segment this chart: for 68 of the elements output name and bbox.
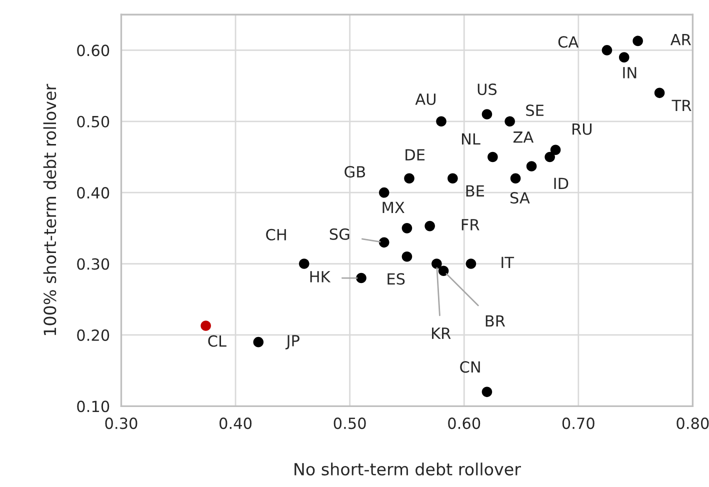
annotation: GB <box>344 166 366 178</box>
y-tick-label: 0.10 <box>77 400 110 412</box>
point <box>378 187 390 198</box>
point <box>482 109 492 120</box>
y-tick-label: 0.30 <box>77 258 110 270</box>
annotation: BR <box>486 315 506 326</box>
point <box>253 336 264 348</box>
x-tick-label: 0.50 <box>334 418 366 430</box>
annotation: CH <box>266 228 286 240</box>
y-tick-label: 0.60 <box>77 44 110 56</box>
point <box>436 116 446 127</box>
annotation: CL <box>208 335 226 347</box>
annotation: SE <box>526 104 544 116</box>
point <box>402 223 412 234</box>
point <box>618 52 630 62</box>
x-tick-label: 0.80 <box>676 418 709 430</box>
annotation: SG <box>330 228 350 240</box>
annotation: IT <box>502 256 514 268</box>
point <box>504 116 515 127</box>
annotation: ID <box>554 178 568 189</box>
point <box>466 258 476 269</box>
x-axis-title: No short-term debt rollover <box>294 462 521 476</box>
point <box>654 88 665 98</box>
x-tick-label: 0.30 <box>105 418 138 430</box>
annotation: RU <box>572 124 592 135</box>
y-tick-label: 0.20 <box>77 329 110 341</box>
annotation: DE <box>406 149 425 160</box>
annotation: KR <box>432 328 451 339</box>
annotation: FR <box>462 219 480 230</box>
annotation: SA <box>510 192 530 204</box>
y-tick-label: 0.40 <box>77 187 110 199</box>
point <box>424 220 435 232</box>
point <box>432 258 442 269</box>
annotation: MX <box>382 202 404 213</box>
point <box>550 144 561 156</box>
annotation: CA <box>558 36 579 48</box>
annotation: IN <box>623 67 636 78</box>
point <box>482 386 492 398</box>
point <box>298 258 310 269</box>
point <box>544 152 555 162</box>
annotation: ZA <box>513 132 534 143</box>
point <box>488 152 498 162</box>
point <box>438 266 449 276</box>
point <box>404 173 414 184</box>
point <box>200 320 211 331</box>
x-tick-label: 0.70 <box>562 418 594 430</box>
point <box>402 252 412 262</box>
point <box>448 173 458 184</box>
x-tick-label: 0.60 <box>448 418 480 430</box>
annotation: BE <box>466 185 484 196</box>
annotation: ES <box>388 273 405 285</box>
y-tick-label: 0.50 <box>77 116 110 128</box>
point <box>632 36 643 46</box>
annotation: US <box>478 84 497 96</box>
point <box>378 237 390 248</box>
point <box>526 161 537 172</box>
x-tick-label: 0.40 <box>220 418 252 430</box>
annotation: NL <box>462 133 480 145</box>
annotation: HK <box>310 271 331 282</box>
annotation: JP <box>285 335 300 350</box>
annotation: CN <box>460 361 480 373</box>
annotation: TR <box>672 100 692 112</box>
annotation: AU <box>415 94 436 105</box>
point <box>602 45 612 56</box>
y-axis-title: 100% short-term debt rollover <box>43 84 56 336</box>
annotation: AR <box>670 34 691 46</box>
point <box>510 173 521 184</box>
point <box>356 272 366 284</box>
